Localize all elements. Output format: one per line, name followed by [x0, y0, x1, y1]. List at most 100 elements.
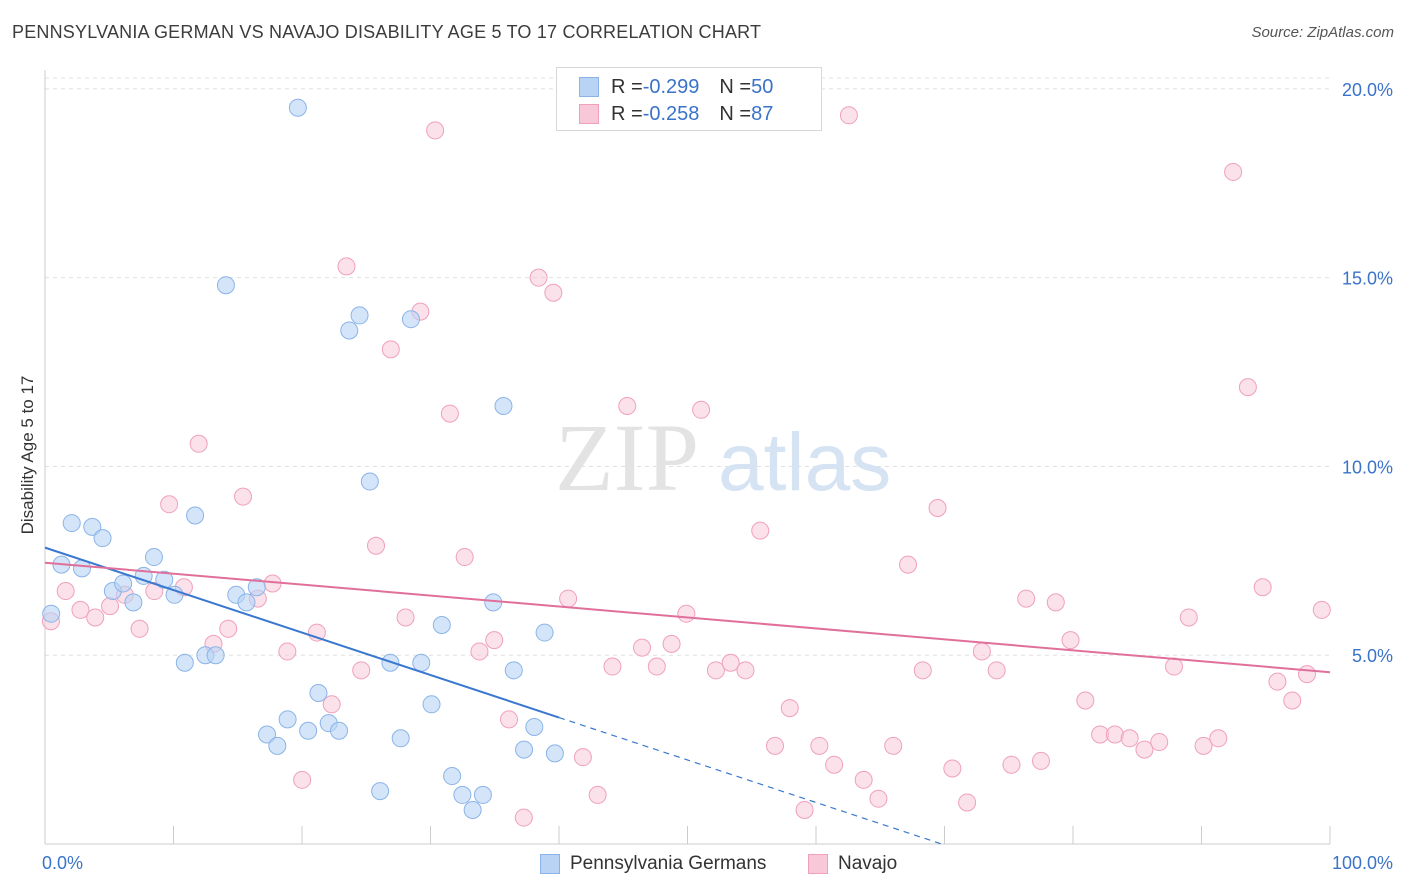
pennsylvania-germans-point: [62, 514, 81, 533]
y-axis-label: Disability Age 5 to 17: [18, 376, 37, 535]
navajo-point: [1032, 751, 1051, 770]
navajo-point: [1150, 733, 1169, 752]
bottom-legend-label: Navajo: [838, 853, 898, 874]
legend-r-label: R =: [611, 75, 643, 98]
navajo-point: [766, 736, 785, 755]
pennsylvania-germans-point: [278, 710, 297, 729]
navajo-point: [1046, 593, 1065, 612]
navajo-point: [928, 498, 947, 517]
navajo-point: [1076, 691, 1095, 710]
bottom-legend-swatch-pink: [808, 854, 828, 874]
navajo-trend: [44, 561, 1331, 674]
navajo-point: [633, 638, 652, 657]
navajo-point: [884, 736, 903, 755]
pennsylvania-germans-point: [42, 604, 61, 623]
navajo-point: [470, 642, 489, 661]
axes: [44, 70, 1331, 845]
navajo-point: [1061, 631, 1080, 650]
navajo-point: [1120, 729, 1139, 748]
navajo-point: [677, 604, 696, 623]
navajo-point: [1165, 657, 1184, 676]
navajo-point: [1253, 578, 1272, 597]
pennsylvania-germans-point: [124, 593, 143, 612]
pennsylvania-germans-point: [504, 661, 523, 680]
navajo-point: [485, 631, 504, 650]
navajo-point: [145, 582, 164, 601]
pennsylvania-germans-point: [299, 721, 318, 740]
navajo-point: [958, 793, 977, 812]
watermark-atlas: atlas: [718, 417, 891, 508]
pennsylvania-germans-point: [350, 306, 369, 325]
navajo-point: [278, 642, 297, 661]
navajo-point: [987, 661, 1006, 680]
pennsylvania-germans-trend-extension: [558, 716, 945, 846]
navajo-point: [396, 608, 415, 627]
navajo-point: [721, 653, 740, 672]
navajo-point: [618, 397, 637, 416]
navajo-point: [780, 699, 799, 718]
legend-n-label: N =: [719, 102, 752, 125]
navajo-point: [1194, 736, 1213, 755]
navajo-point: [500, 710, 519, 729]
navajo-point: [160, 495, 179, 514]
x-tick-label: 0.0%: [42, 853, 83, 873]
navajo-point: [692, 400, 711, 419]
legend-swatch-pink: [579, 104, 599, 124]
bottom-legend-label: Pennsylvania Germans: [570, 853, 767, 874]
legend-row-pennsylvania-germans: R = -0.299 N = 50: [579, 74, 773, 100]
navajo-point: [337, 257, 356, 276]
navajo-point: [603, 657, 622, 676]
navajo-point: [943, 759, 962, 778]
navajo-point: [854, 770, 873, 789]
legend-row-navajo: R = -0.258 N = 87: [579, 101, 773, 127]
pennsylvania-germans-point: [83, 517, 102, 536]
navajo-point: [736, 661, 755, 680]
navajo-point: [529, 268, 548, 287]
navajo-point: [514, 808, 533, 827]
chart-title: PENNSYLVANIA GERMAN VS NAVAJO DISABILITY…: [12, 22, 762, 42]
pennsylvania-germans-point: [360, 472, 379, 491]
pennsylvania-germans-point: [216, 276, 235, 295]
pennsylvania-germans-point: [422, 695, 441, 714]
navajo-point: [1312, 600, 1331, 619]
navajo-point: [839, 106, 858, 125]
legend-r-value: -0.258: [642, 102, 700, 125]
pennsylvania-germans-points: [42, 98, 564, 820]
navajo-point: [573, 748, 592, 767]
pennsylvania-germans-point: [144, 548, 163, 567]
y-tick-label: 10.0%: [1342, 457, 1393, 477]
navajo-point: [1297, 665, 1316, 684]
pennsylvania-germans-point: [165, 585, 184, 604]
navajo-point: [647, 657, 666, 676]
navajo-point: [189, 434, 208, 453]
pennsylvania-germans-point: [473, 785, 492, 804]
legend-r-label: R =: [611, 102, 643, 125]
navajo-point: [588, 785, 607, 804]
pennsylvania-germans-point: [432, 616, 451, 635]
navajo-point: [559, 589, 578, 608]
navajo-point: [662, 634, 681, 653]
navajo-point: [1179, 608, 1198, 627]
pennsylvania-germans-point: [237, 593, 256, 612]
navajo-point: [293, 770, 312, 789]
navajo-point: [381, 340, 400, 359]
navajo-point: [440, 404, 459, 423]
legend-r-value: -0.299: [642, 75, 700, 98]
navajo-point: [56, 582, 75, 601]
legend-n-label: N =: [719, 75, 752, 98]
navajo-point: [86, 608, 105, 627]
pennsylvania-germans-trend: [44, 546, 560, 719]
navajo-point: [1002, 755, 1021, 774]
pennsylvania-germans-point: [463, 801, 482, 820]
navajo-point: [1017, 589, 1036, 608]
pennsylvania-germans-point: [515, 740, 534, 759]
navajo-point: [913, 661, 932, 680]
pennsylvania-germans-point: [494, 397, 513, 416]
navajo-point: [795, 801, 814, 820]
navajo-point: [751, 521, 770, 540]
navajo-point: [219, 619, 238, 638]
navajo-point: [130, 619, 149, 638]
navajo-point: [71, 600, 90, 619]
navajo-point: [972, 642, 991, 661]
